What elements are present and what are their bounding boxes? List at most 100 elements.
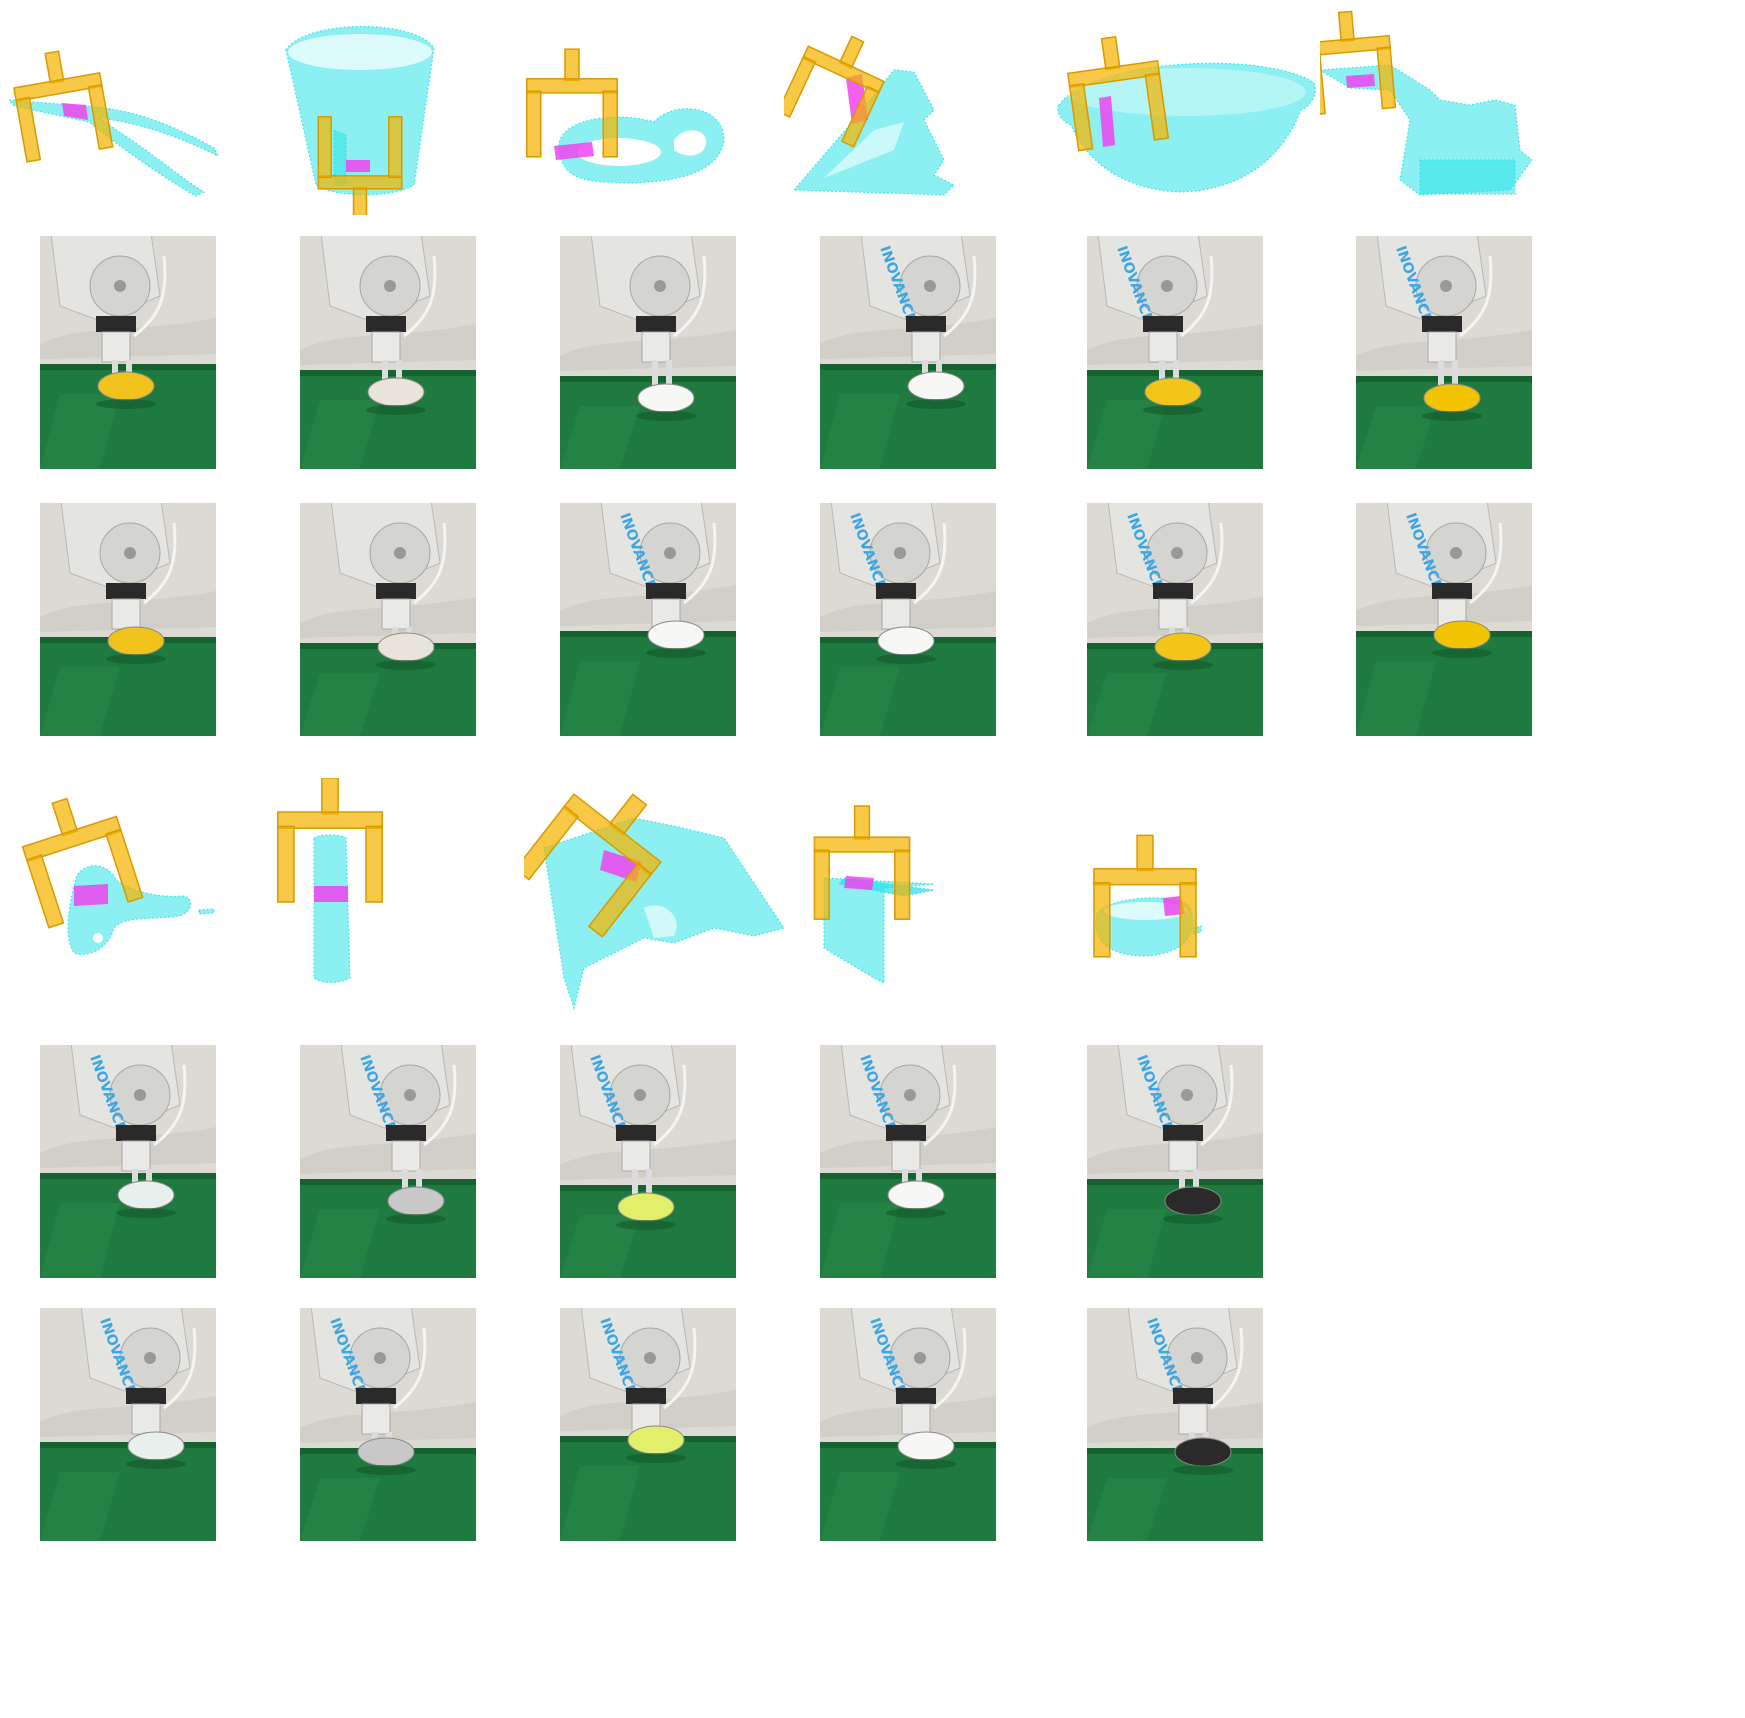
point-cloud-grasp-mug [264, 10, 532, 215]
photo-lifted-tissue-box: INOVANCE [560, 1308, 736, 1541]
photo-lifted-bowl-graphic: INOVANCE [1087, 503, 1263, 736]
target-object-bowl [1153, 627, 1213, 670]
photo-lifted-toy-excavator-graphic: INOVANCE [1356, 503, 1532, 736]
point-cloud-grasp-spray-bottle-graphic [21, 797, 215, 955]
photo-pre-grasp-spray-bottle: INOVANCE [40, 1045, 216, 1278]
photo-lifted-mug-graphic [300, 503, 476, 736]
photo-pre-grasp-plate: INOVANCE [820, 1045, 996, 1278]
gripper-model [13, 50, 114, 163]
gripper-model [524, 793, 662, 938]
robot-arm [50, 236, 167, 363]
contact-region [314, 886, 348, 902]
gripper-model [526, 48, 618, 158]
robot-arm [590, 236, 707, 363]
point-cloud-grasp-toy-excavator-graphic [1320, 10, 1533, 196]
contact-region [74, 884, 108, 906]
target-object-toy-excavator [1422, 360, 1482, 421]
target-object-toy-excavator [1432, 620, 1492, 658]
point-cloud-grasp-pipe-graphic [277, 778, 383, 984]
target-object-tissue-box [626, 1425, 686, 1463]
photo-pre-grasp-toy-excavator-graphic: INOVANCE [1356, 236, 1532, 469]
point-cloud-grasp-tape-roll-graphic [1093, 834, 1202, 958]
photo-pre-grasp-hook [560, 236, 736, 469]
target-object-phone-stand [906, 360, 966, 409]
photo-pre-grasp-phone-stand: INOVANCE [820, 236, 996, 469]
photo-pre-grasp-bowl: INOVANCE [1087, 236, 1263, 469]
photo-lifted-hook: INOVANCE [560, 503, 736, 736]
robot-arm: INOVANCE [80, 1308, 197, 1435]
robot-arm: INOVANCE [840, 1045, 957, 1172]
photo-pre-grasp-spray-bottle-graphic: INOVANCE [40, 1045, 216, 1278]
point-cloud-grasp-plate-graphic [813, 805, 935, 984]
photo-lifted-plate: INOVANCE [820, 1308, 996, 1541]
point-cloud-grasp-tissue-box [524, 778, 792, 1023]
robot-arm: INOVANCE [1107, 503, 1224, 630]
robot-arm: INOVANCE [70, 1045, 187, 1172]
robot-arm: INOVANCE [1127, 1308, 1244, 1435]
photo-pre-grasp-hook-graphic [560, 236, 736, 469]
target-object-plate [896, 1431, 956, 1469]
target-object-hook [646, 620, 706, 658]
point-cloud-grasp-bowl [1051, 10, 1319, 215]
contact-region [1346, 74, 1375, 88]
robot-arm: INOVANCE [1376, 236, 1493, 363]
point-cloud-grasp-spray-bottle [4, 778, 272, 1023]
point-cloud-grasp-pliers [4, 10, 272, 215]
robot-arm [320, 236, 437, 363]
photo-lifted-phone-stand: INOVANCE [820, 503, 996, 736]
target-object-tissue-box [616, 1169, 676, 1230]
photo-lifted-pipe-graphic: INOVANCE [300, 1308, 476, 1541]
gripper-model [1320, 10, 1397, 116]
robot-arm: INOVANCE [850, 1308, 967, 1435]
point-cloud-grasp-phone-stand-graphic [784, 35, 956, 196]
photo-lifted-tissue-box-graphic: INOVANCE [560, 1308, 736, 1541]
gripper-model [813, 805, 911, 920]
photo-lifted-plate-graphic: INOVANCE [820, 1308, 996, 1541]
photo-lifted-mug [300, 503, 476, 736]
contact-region [844, 876, 874, 890]
photo-pre-grasp-pipe: INOVANCE [300, 1045, 476, 1278]
target-object-pliers [106, 626, 166, 664]
photo-lifted-phone-stand-graphic: INOVANCE [820, 503, 996, 736]
robot-arm: INOVANCE [1097, 236, 1214, 363]
photo-pre-grasp-pipe-graphic: INOVANCE [300, 1045, 476, 1278]
photo-pre-grasp-tape-roll: INOVANCE [1087, 1045, 1263, 1278]
photo-lifted-pliers-graphic [40, 503, 216, 736]
contact-region [62, 103, 88, 120]
point-cloud-grasp-toy-excavator [1320, 10, 1588, 215]
point-cloud-grasp-tape-roll [1051, 778, 1319, 1023]
contact-region [346, 160, 370, 172]
target-object-spray-bottle [126, 1431, 186, 1469]
photo-pre-grasp-pliers [40, 236, 216, 469]
gripper-model [1093, 834, 1197, 958]
target-object-mug [376, 627, 436, 670]
photo-lifted-bowl: INOVANCE [1087, 503, 1263, 736]
target-object-mug [366, 360, 426, 415]
target-object-bowl [1143, 360, 1203, 415]
point-cloud-grasp-bowl-graphic [1057, 35, 1316, 193]
robot-arm: INOVANCE [1117, 1045, 1234, 1172]
photo-lifted-spray-bottle: INOVANCE [40, 1308, 216, 1541]
photo-pre-grasp-bowl-graphic: INOVANCE [1087, 236, 1263, 469]
gripper-model [277, 778, 383, 903]
gripper-model [784, 35, 886, 148]
photo-pre-grasp-mug [300, 236, 476, 469]
photo-pre-grasp-phone-stand-graphic: INOVANCE [820, 236, 996, 469]
point-cloud-grasp-tissue-box-graphic [524, 793, 785, 1011]
gripper-model [1067, 35, 1170, 152]
target-object-spray-bottle [116, 1169, 176, 1218]
target-object-tape-roll [1173, 1432, 1233, 1475]
point-cloud-grasp-mug-graphic [285, 25, 435, 215]
photo-pre-grasp-mug-graphic [300, 236, 476, 469]
contact-region [554, 142, 594, 160]
target-object-pipe [356, 1432, 416, 1475]
target-object-tape-roll [1163, 1169, 1223, 1224]
robot-arm: INOVANCE [600, 503, 717, 630]
target-object-plate [886, 1169, 946, 1218]
photo-lifted-spray-bottle-graphic: INOVANCE [40, 1308, 216, 1541]
photo-pre-grasp-toy-excavator: INOVANCE [1356, 236, 1532, 469]
photo-pre-grasp-plate-graphic: INOVANCE [820, 1045, 996, 1278]
robot-arm: INOVANCE [570, 1045, 687, 1172]
point-cloud-grasp-hook [524, 10, 792, 215]
robot-arm [60, 503, 177, 630]
